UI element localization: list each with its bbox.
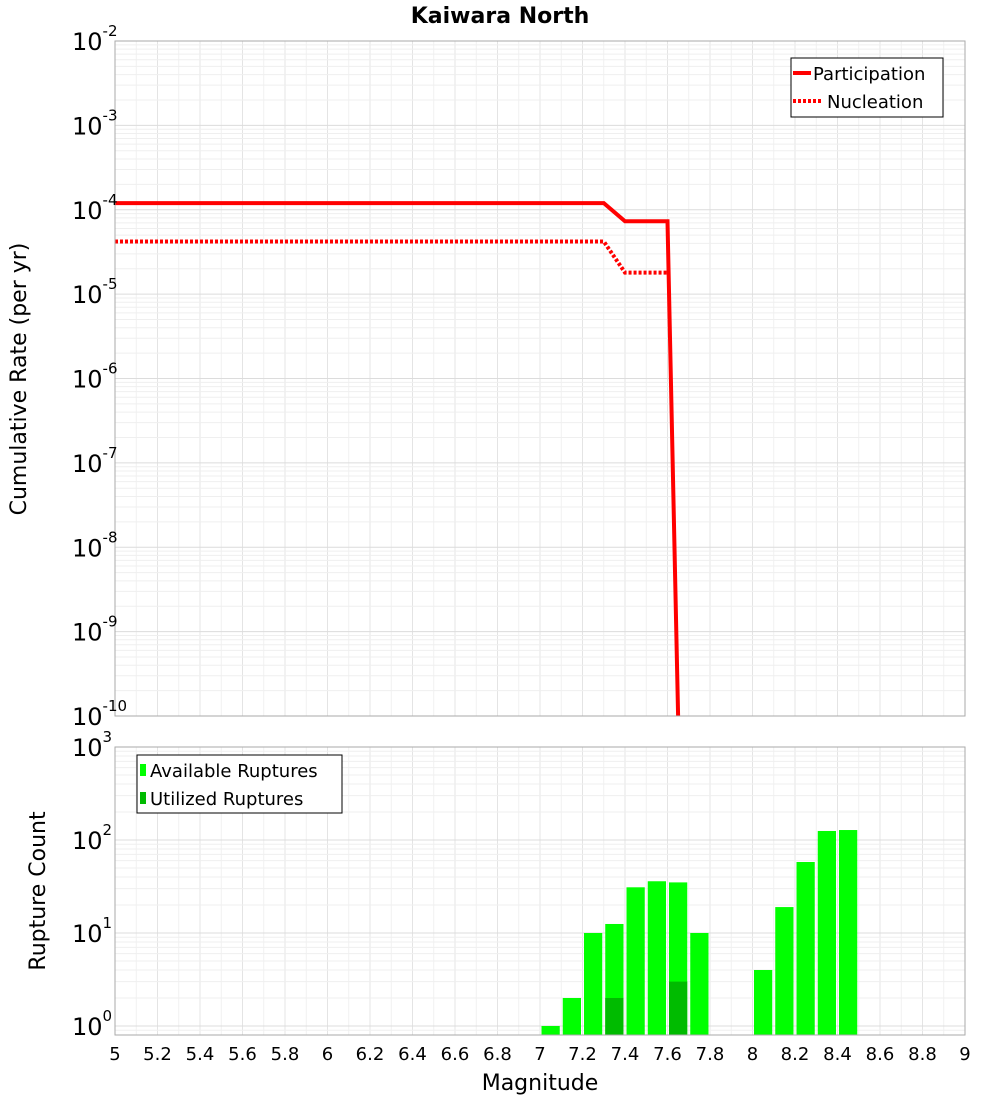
- x-tick-label: 8.6: [866, 1044, 895, 1065]
- top-y-tick-label: 10-4: [72, 191, 118, 225]
- bar-available: [817, 830, 836, 1035]
- bottom-legend: Available Ruptures Utilized Ruptures: [136, 754, 343, 814]
- top-plot-frame: [114, 40, 966, 717]
- bottom-y-tick-label: 101: [72, 914, 112, 948]
- bottom-plot-frame: [114, 746, 966, 1036]
- bar-available: [839, 830, 858, 1035]
- x-tick-label: 6: [322, 1044, 333, 1065]
- bar-utilized: [605, 997, 624, 1035]
- top-y-tick-label: 10-5: [72, 275, 118, 309]
- x-tick-label: 8: [747, 1044, 758, 1065]
- bar-available: [690, 932, 709, 1035]
- legend-swatch-utilized: [140, 792, 146, 804]
- top-y-tick-label: 10-3: [72, 106, 118, 140]
- x-tick-label: 5.6: [228, 1044, 257, 1065]
- x-tick-label: 8.8: [908, 1044, 937, 1065]
- bar-available: [796, 861, 815, 1035]
- top-grid: [114, 40, 966, 717]
- legend-swatch-available: [140, 764, 146, 776]
- x-tick-label: 7.4: [611, 1044, 640, 1065]
- x-tick-label: 7.8: [696, 1044, 725, 1065]
- top-y-tick-label: 10-10: [72, 697, 127, 731]
- bar-available: [541, 1025, 560, 1035]
- x-tick-label: 9: [959, 1044, 970, 1065]
- top-y-tick-labels: 10-10 10-9 10-8 10-7 10-6 10-5 10-4 10-3 10-2: [72, 22, 127, 731]
- series-line-participation: [115, 201, 681, 717]
- top-y-tick-label: 10-6: [72, 360, 118, 394]
- x-tick-label: 7: [534, 1044, 545, 1065]
- legend-label-nucleation: Nucleation: [827, 92, 923, 113]
- bar-utilized: [669, 981, 688, 1035]
- top-y-tick-label: 10-2: [72, 22, 118, 56]
- x-tick-label: 7.6: [653, 1044, 682, 1065]
- top-y-axis-label: Cumulative Rate (per yr): [7, 243, 32, 516]
- x-tick-label: 7.2: [568, 1044, 597, 1065]
- x-tick-label: 6.2: [356, 1044, 385, 1065]
- bar-available: [775, 907, 794, 1035]
- legend-label-participation: Participation: [813, 64, 925, 85]
- top-y-tick-label: 10-9: [72, 613, 118, 647]
- x-tick-labels: 5 5.2 5.4 5.6 5.8 6 6.2 6.4 6.6 6.8 7 7.2 7.4 7.6 7.8 8…: [109, 1044, 970, 1065]
- legend-label-utilized: Utilized Ruptures: [150, 789, 303, 810]
- bottom-bars-group: [541, 830, 858, 1035]
- series-line-nucleation: [115, 239, 668, 275]
- x-tick-label: 8.2: [781, 1044, 810, 1065]
- top-y-tick-label: 10-8: [72, 528, 118, 562]
- bar-available: [562, 997, 581, 1035]
- bottom-y-tick-labels: 100 101 102 103: [72, 728, 112, 1041]
- bar-available: [754, 969, 773, 1035]
- x-tick-label: 6.6: [441, 1044, 470, 1065]
- top-series-group: [115, 201, 681, 717]
- bar-available: [626, 887, 645, 1035]
- x-axis-label: Magnitude: [482, 1071, 599, 1096]
- bar-available: [584, 932, 603, 1035]
- x-tick-label: 8.4: [823, 1044, 852, 1065]
- legend-label-available: Available Ruptures: [150, 761, 318, 782]
- bottom-legend-box: [136, 754, 343, 814]
- top-y-tick-label: 10-7: [72, 444, 118, 478]
- top-legend-box: [790, 57, 944, 118]
- bottom-y-axis-label: Rupture Count: [26, 811, 51, 971]
- bottom-y-tick-label: 103: [72, 728, 112, 762]
- top-legend: Participation Nucleation: [790, 57, 944, 118]
- x-tick-label: 5.8: [271, 1044, 300, 1065]
- x-tick-label: 6.8: [483, 1044, 512, 1065]
- x-tick-label: 5.2: [143, 1044, 172, 1065]
- x-tick-label: 5: [109, 1044, 120, 1065]
- bar-available: [647, 881, 666, 1035]
- chart-title: Kaiwara North: [411, 4, 590, 29]
- bottom-y-tick-label: 100: [72, 1007, 112, 1041]
- x-tick-label: 6.4: [398, 1044, 427, 1065]
- x-tick-label: 5.4: [186, 1044, 215, 1065]
- bottom-y-tick-label: 102: [72, 821, 112, 855]
